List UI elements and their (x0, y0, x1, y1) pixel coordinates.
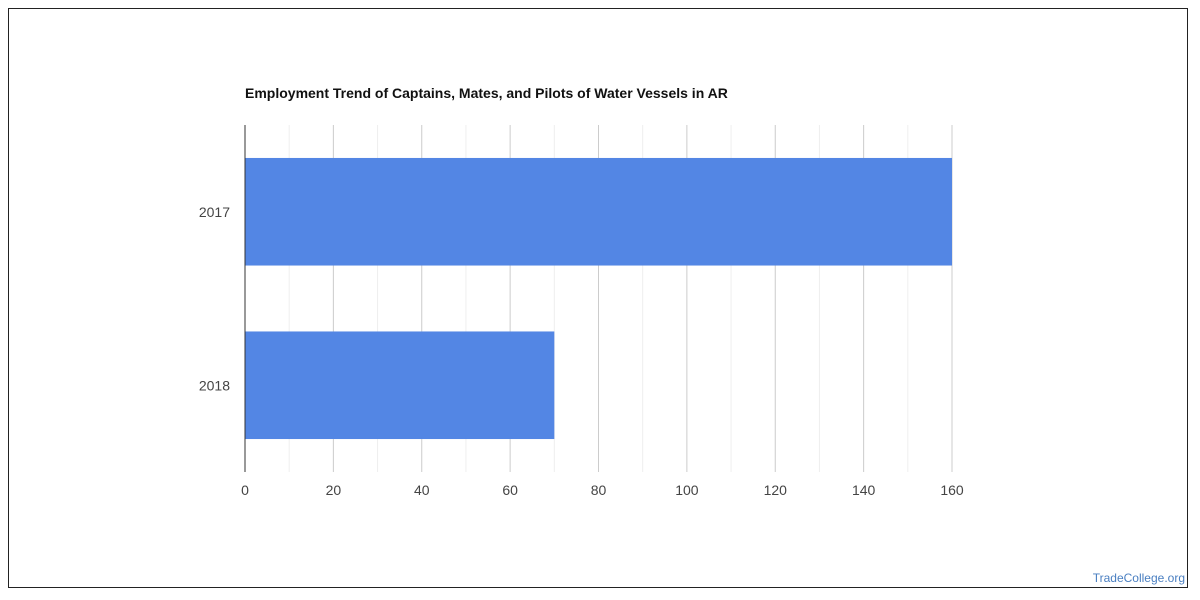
y-tick-label: 2017 (199, 204, 230, 220)
tick-labels: 2017 2018 0 20 40 60 80 100 120 140 160 (199, 204, 964, 498)
x-tick-label: 160 (940, 482, 964, 498)
x-tick-label: 120 (764, 482, 788, 498)
x-tick-label: 140 (852, 482, 876, 498)
watermark-link[interactable]: TradeCollege.org (1092, 571, 1185, 585)
x-tick-label: 0 (241, 482, 249, 498)
chart-title: Employment Trend of Captains, Mates, and… (245, 85, 728, 101)
bars (245, 157, 952, 440)
x-tick-label: 20 (326, 482, 342, 498)
bar-2017[interactable] (245, 157, 952, 266)
x-tick-label: 60 (502, 482, 518, 498)
x-tick-label: 80 (591, 482, 607, 498)
x-tick-label: 100 (675, 482, 699, 498)
bar-2018[interactable] (245, 331, 555, 440)
y-tick-label: 2018 (199, 377, 230, 393)
x-tick-label: 40 (414, 482, 430, 498)
